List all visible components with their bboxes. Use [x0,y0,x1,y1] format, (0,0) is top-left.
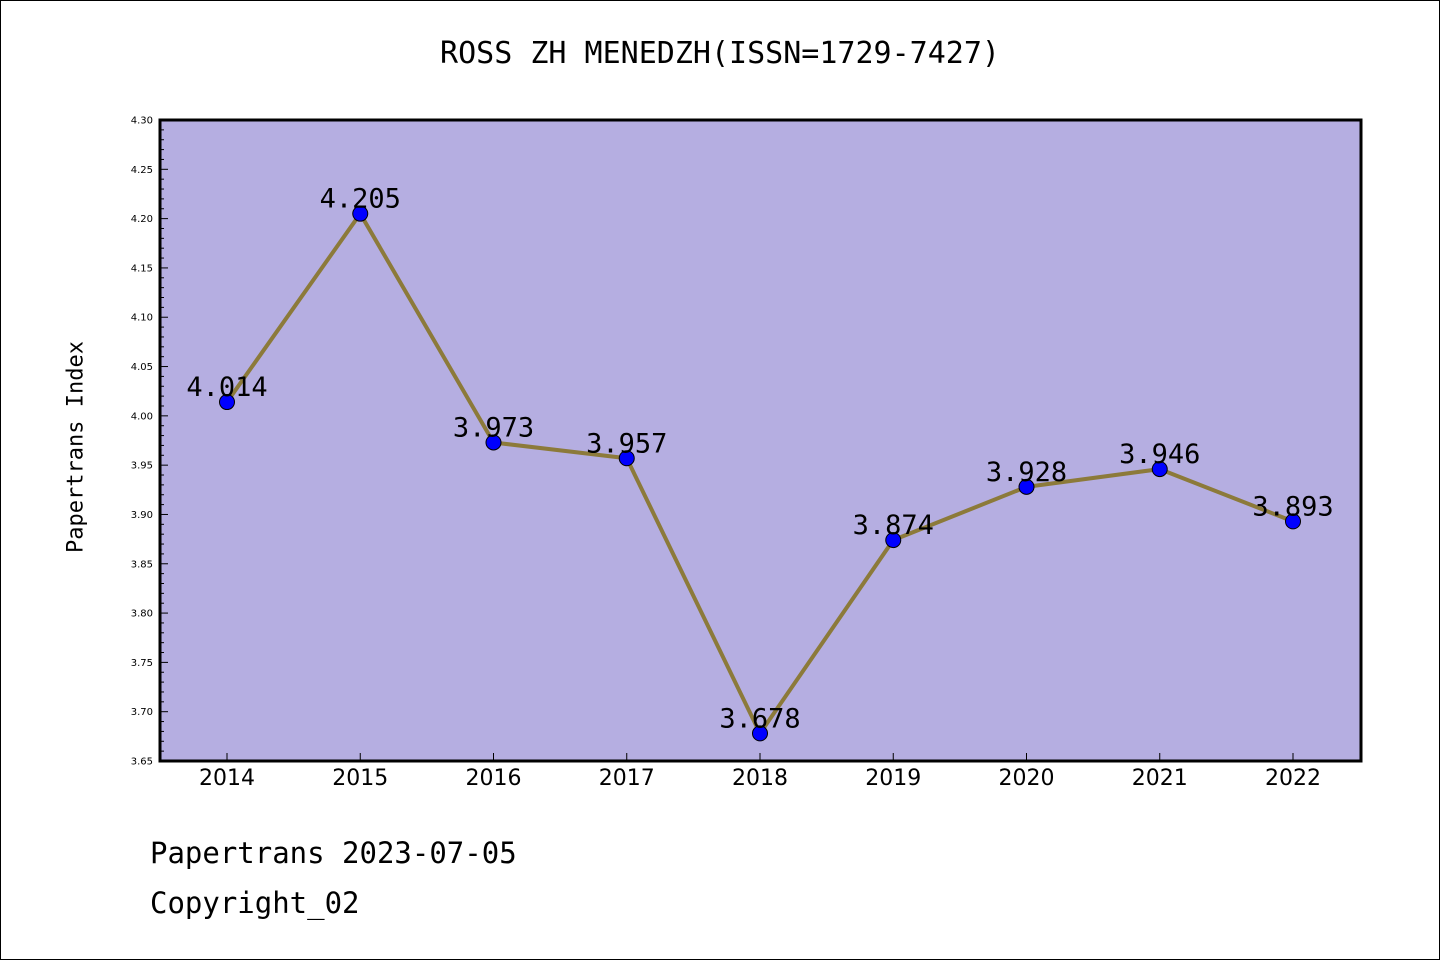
data-label: 3.928 [986,457,1067,488]
x-tick-label: 2017 [599,766,655,791]
y-tick-label: 4.25 [131,165,153,176]
data-point [219,394,235,411]
plot-border [158,118,1363,763]
plot-area [160,120,1361,761]
x-tick-label: 2015 [332,766,388,791]
x-tick-label: 2021 [1132,766,1188,791]
data-point [618,450,635,467]
data-label: 3.678 [719,703,800,734]
y-tick-label: 3.75 [131,658,153,669]
y-tick-label: 4.20 [131,214,153,225]
x-tick-label: 2022 [1265,766,1321,791]
data-point [885,532,902,549]
chart-title: ROSS ZH MENEDZH(ISSN=1729-7427) [440,36,1000,71]
footer-copyright: Copyright_02 [150,886,360,920]
data-label: 3.893 [1252,491,1333,522]
y-tick-label: 3.70 [131,707,153,718]
y-tick-label: 3.85 [131,559,153,570]
y-tick-label: 4.10 [131,313,153,324]
data-label: 3.874 [853,510,934,541]
x-tick-label: 2018 [732,766,788,791]
data-point [485,434,502,451]
data-label: 3.957 [586,428,667,459]
y-tick-label: 4.30 [131,116,153,127]
y-tick-label: 4.05 [131,362,153,373]
data-point [1018,478,1035,495]
x-tick-label: 2016 [466,766,522,791]
y-tick-label: 4.15 [131,263,153,274]
y-tick-label: 3.65 [131,757,153,768]
y-tick-label: 3.80 [131,609,153,620]
data-label: 3.973 [453,412,534,443]
data-label: 4.014 [186,372,267,403]
data-point [352,205,369,222]
x-tick-label: 2014 [199,766,255,791]
y-tick-label: 3.90 [131,510,153,521]
y-tick-label: 3.95 [131,461,153,472]
data-label: 3.946 [1119,439,1200,470]
y-tick-label: 4.00 [131,411,153,422]
data-point [752,725,768,742]
footer-date: Papertrans 2023-07-05 [150,836,517,870]
data-point [1151,461,1168,478]
data-label: 4.205 [320,184,401,215]
x-tick-label: 2020 [999,766,1055,791]
x-tick-label: 2019 [865,766,921,791]
data-point [1285,513,1301,530]
